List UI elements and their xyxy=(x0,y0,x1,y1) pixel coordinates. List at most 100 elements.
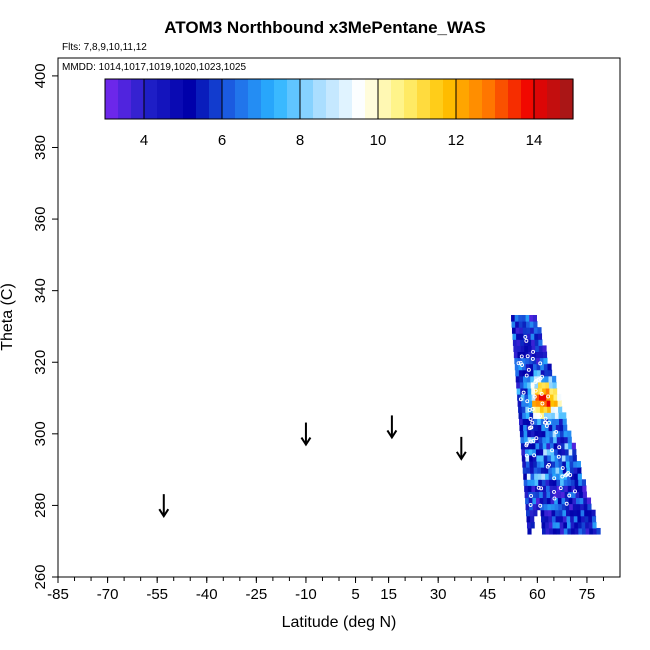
heatmap-cell xyxy=(521,400,526,407)
heatmap-cell xyxy=(512,339,518,346)
heatmap-cell xyxy=(538,485,543,492)
heatmap-cell xyxy=(541,381,546,389)
sample-point xyxy=(545,464,550,469)
colorbar-segment xyxy=(287,79,301,119)
heatmap-cell xyxy=(511,321,516,328)
heatmap-cell xyxy=(536,363,541,371)
heatmap-cell xyxy=(528,448,533,456)
heatmap-cell xyxy=(564,491,569,499)
heatmap-cell xyxy=(558,461,563,468)
heatmap-cell xyxy=(526,369,531,377)
sample-point xyxy=(530,356,535,361)
colorbar-segment xyxy=(326,79,340,119)
heatmap-cell xyxy=(552,479,557,486)
heatmap-cell xyxy=(573,515,578,523)
heatmap-cell xyxy=(532,357,537,365)
heatmap-cell xyxy=(591,515,597,523)
x-tick-label: -25 xyxy=(246,586,268,603)
sample-point xyxy=(524,338,529,343)
heatmap-cell xyxy=(533,461,538,468)
heatmap-cell xyxy=(588,521,593,529)
sample-point xyxy=(532,394,537,399)
heatmap-cell xyxy=(588,515,593,523)
heatmap-cell xyxy=(543,448,548,456)
heatmap-cell xyxy=(538,430,543,438)
heatmap-cell xyxy=(560,436,565,444)
heatmap-cell xyxy=(516,339,521,346)
sample-point xyxy=(531,439,536,443)
colorbar-segment xyxy=(170,79,184,119)
sample-point xyxy=(540,401,545,406)
heatmap-cell xyxy=(531,485,536,492)
heatmap-cell xyxy=(547,454,552,462)
colorbar-segment xyxy=(131,79,145,119)
sample-point xyxy=(536,377,541,382)
heatmap-cell xyxy=(522,467,527,474)
heatmap-cell xyxy=(551,412,556,419)
heatmap-cell xyxy=(517,357,523,365)
heatmap-cell xyxy=(534,473,539,480)
heatmap-cell xyxy=(540,503,545,511)
heatmap-cell xyxy=(576,509,582,517)
heatmap-cell xyxy=(515,321,520,328)
heatmap-cell xyxy=(551,461,556,468)
heatmap-cell xyxy=(544,509,549,517)
heatmap-cell xyxy=(519,327,524,334)
colorbar-segment xyxy=(430,79,444,119)
heatmap-cell xyxy=(533,327,538,334)
heatmap-cell xyxy=(523,479,528,486)
heatmap-cell xyxy=(544,369,549,377)
heatmap-cell xyxy=(525,314,530,322)
colorbar-segment xyxy=(482,79,496,119)
heatmap-cell xyxy=(533,509,538,517)
sample-points xyxy=(516,334,577,508)
heatmap-cell xyxy=(564,436,569,444)
heatmap-cell xyxy=(532,351,537,359)
heatmap-cell xyxy=(557,497,562,505)
colorbar-segment xyxy=(443,79,457,119)
heatmap-cell xyxy=(553,485,558,492)
heatmap-cell xyxy=(516,333,521,340)
heatmap-cell xyxy=(555,515,560,523)
heatmap-cell xyxy=(535,345,540,353)
heatmap-cell xyxy=(539,448,544,456)
heatmap-cell xyxy=(532,497,537,505)
heatmap-cell xyxy=(552,381,557,389)
heatmap-cell xyxy=(570,467,575,474)
heatmap-cell xyxy=(566,467,571,474)
colorbar-segment xyxy=(469,79,483,119)
heatmap-cell xyxy=(576,497,581,505)
heatmap-cell xyxy=(559,473,564,480)
heatmap-cell xyxy=(542,394,547,401)
heatmap-cell xyxy=(518,412,523,419)
x-tick-label: 75 xyxy=(579,586,596,603)
heatmap-cell xyxy=(565,497,570,505)
heatmap-cell xyxy=(545,485,551,492)
arrow-head xyxy=(158,508,170,519)
heatmap-cell xyxy=(559,424,564,432)
heatmap-cell xyxy=(522,327,528,334)
heatmap-cell xyxy=(530,467,535,474)
heatmap-cell xyxy=(572,497,577,505)
heatmap-cell xyxy=(532,363,538,371)
heatmap-cell xyxy=(537,369,542,377)
heatmap-cell xyxy=(528,442,533,450)
heatmap-cell xyxy=(546,442,551,450)
heatmap-cell xyxy=(563,430,568,438)
heatmap-cell xyxy=(526,327,531,334)
heatmap-cell xyxy=(559,521,564,529)
colorbar-segment xyxy=(365,79,379,119)
heatmap-cell xyxy=(524,491,529,499)
heatmap-cell xyxy=(538,479,543,486)
heatmap-cell xyxy=(529,369,534,377)
heatmap-cell xyxy=(525,406,530,413)
heatmap-cell xyxy=(570,521,575,529)
sample-point xyxy=(531,349,536,354)
heatmap-cell xyxy=(534,479,539,486)
heatmap-cell xyxy=(542,345,547,353)
sample-point xyxy=(552,496,557,501)
heatmap-cell xyxy=(530,515,535,523)
heatmap-cell xyxy=(554,406,559,413)
heatmap-cell xyxy=(527,381,532,389)
